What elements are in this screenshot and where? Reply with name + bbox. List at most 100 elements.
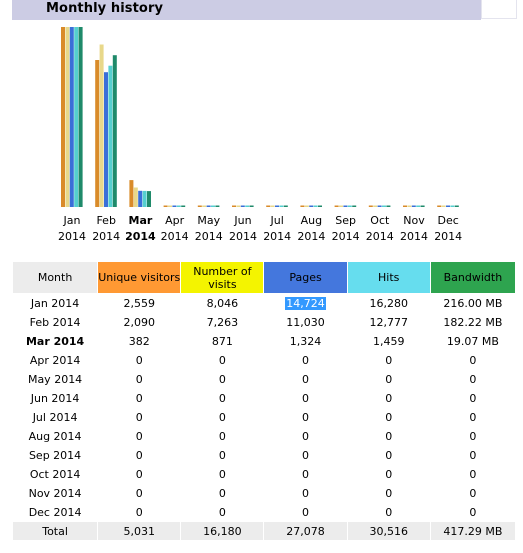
- visits-cell: 871: [211, 334, 233, 348]
- month-cell: Sep 2014: [28, 448, 82, 462]
- hits-cell: 0: [385, 372, 393, 386]
- unique-visitors-cell: 0: [135, 391, 143, 405]
- x-tick-month: Jun: [233, 214, 251, 227]
- chart-bar: [416, 205, 421, 207]
- chart-bar: [403, 205, 407, 207]
- chart-bar: [133, 187, 138, 207]
- chart-bar: [147, 191, 151, 207]
- table-row: Jan 2014 2,559 8,046 14,724 16,280 216.00 MB: [13, 294, 515, 312]
- visits-cell: 0: [218, 410, 226, 424]
- pages-cell: 0: [302, 372, 310, 386]
- table-row: Sep 2014 0 0 0 0 0: [13, 446, 515, 464]
- visits-cell: 0: [218, 467, 226, 481]
- x-tick-month: Oct: [370, 214, 390, 227]
- hits-cell: 0: [385, 448, 393, 462]
- x-tick-year: 2014: [297, 230, 325, 243]
- pages-cell: 0: [302, 391, 310, 405]
- monthly-history-table: Month Unique visitors Number of visits P…: [12, 261, 516, 541]
- chart-bar: [266, 205, 271, 207]
- header-unique-visitors: Unique visitors: [98, 262, 181, 293]
- chart-bar: [197, 205, 202, 207]
- pages-cell: 0: [302, 429, 310, 443]
- pages-cell: 0: [302, 486, 310, 500]
- table-row: Jun 2014 0 0 0 0 0: [13, 389, 515, 407]
- chart-bar: [61, 27, 65, 207]
- month-cell: Jan 2014: [30, 296, 80, 310]
- hits-cell: 0: [385, 429, 393, 443]
- table-row: May 2014 0 0 0 0 0: [13, 370, 515, 388]
- chart-bar: [309, 205, 314, 207]
- chart-bar: [373, 205, 378, 207]
- chart-bar: [313, 205, 318, 207]
- chart-bar: [78, 27, 83, 207]
- selected-text[interactable]: 14,724: [285, 296, 326, 310]
- x-tick-year: 2014: [332, 230, 360, 243]
- unique-visitors-cell: 382: [128, 334, 150, 348]
- hits-cell: 1,459: [372, 334, 405, 348]
- chart-bar: [270, 205, 275, 207]
- table-row: Apr 2014 0 0 0 0 0: [13, 351, 515, 369]
- unique-visitors-cell: 2,090: [123, 315, 155, 329]
- table-header-row: Month Unique visitors Number of visits P…: [13, 262, 515, 293]
- bandwidth-cell: 0: [469, 429, 477, 443]
- section-header: Monthly history: [12, 0, 481, 20]
- hits-cell: 12,777: [369, 315, 408, 329]
- chart-bar: [176, 205, 181, 207]
- month-cell: Apr 2014: [29, 353, 81, 367]
- table-row: Nov 2014 0 0 0 0 0: [13, 484, 515, 502]
- chart-bar: [441, 205, 446, 207]
- chart-bar: [343, 205, 348, 207]
- table-row: Feb 2014 2,090 7,263 11,030 12,777 182.22 MB: [13, 313, 515, 331]
- chart-bar: [249, 205, 254, 207]
- chart-bar: [420, 205, 425, 207]
- chart-bar: [411, 205, 416, 207]
- month-cell: May 2014: [27, 372, 83, 386]
- chart-bar: [236, 205, 241, 207]
- pages-cell: 0: [302, 505, 310, 519]
- month-cell: Nov 2014: [28, 486, 82, 500]
- x-tick-month: Mar: [129, 214, 153, 227]
- unique-visitors-cell: 0: [135, 467, 143, 481]
- month-cell: Jun 2014: [30, 391, 80, 405]
- x-tick-month: Dec: [438, 214, 459, 227]
- unique-visitors-cell: 0: [135, 410, 143, 424]
- pages-cell: 0: [302, 448, 310, 462]
- chart-bar: [138, 190, 143, 207]
- table-row: Aug 2014 0 0 0 0 0: [13, 427, 515, 445]
- month-cell: Dec 2014: [28, 505, 82, 519]
- visits-cell: 0: [218, 372, 226, 386]
- chart-bar: [368, 205, 373, 207]
- chart-bar: [347, 205, 352, 207]
- x-tick-month: Jan: [63, 214, 81, 227]
- chart-bar: [163, 205, 168, 207]
- chart-bar: [181, 205, 186, 207]
- unique-visitors-cell: 0: [135, 372, 143, 386]
- x-tick-year: 2014: [263, 230, 291, 243]
- bandwidth-cell: 0: [469, 467, 477, 481]
- chart-bar: [245, 205, 250, 207]
- chart-bar: [215, 205, 220, 207]
- total-pages: 27,078: [264, 522, 347, 540]
- x-tick-year: 2014: [229, 230, 257, 243]
- table-body: Jan 2014 2,559 8,046 14,724 16,280 216.00 MB F…: [13, 294, 515, 521]
- visits-cell: 0: [218, 429, 226, 443]
- visits-cell: 0: [218, 505, 226, 519]
- hits-cell: 0: [385, 505, 393, 519]
- pages-cell: 11,030: [286, 315, 325, 329]
- x-tick-year: 2014: [434, 230, 462, 243]
- pages-cell: 14,724: [264, 294, 346, 312]
- chart-bar: [283, 205, 288, 207]
- unique-visitors-cell: 0: [135, 429, 143, 443]
- table-row: Mar 2014 382 871 1,324 1,459 19.07 MB: [13, 332, 515, 350]
- month-cell: Aug 2014: [28, 429, 82, 443]
- hits-cell: 0: [385, 486, 393, 500]
- x-tick-year: 2014: [366, 230, 394, 243]
- bandwidth-cell: 182.22 MB: [443, 315, 503, 329]
- pages-cell: 0: [302, 353, 310, 367]
- chart-bar: [142, 190, 147, 207]
- unique-visitors-cell: 2,559: [123, 296, 155, 310]
- total-label: Total: [13, 522, 98, 540]
- x-tick-month: Aug: [301, 214, 322, 227]
- total-hits: 30,516: [347, 522, 430, 540]
